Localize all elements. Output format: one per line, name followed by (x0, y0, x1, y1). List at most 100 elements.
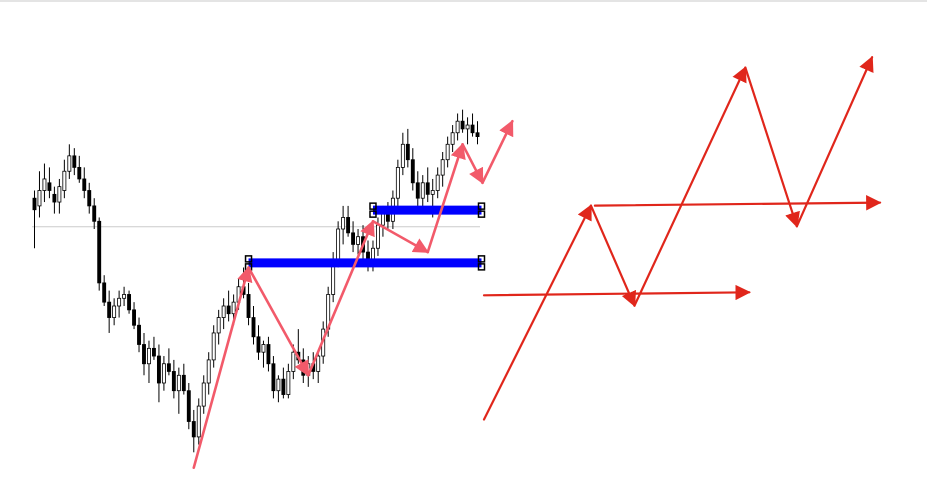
candle-body (276, 378, 281, 392)
price-zigzag-overlay (192, 119, 514, 470)
diagram-zigzag-arrow (589, 204, 637, 308)
candle-body (201, 382, 206, 407)
candle-body (246, 294, 251, 318)
candle-body (132, 309, 136, 326)
candle-body (425, 182, 430, 195)
candle-body (47, 182, 52, 191)
candle-body (405, 143, 410, 161)
candle-body (67, 155, 72, 172)
diagram-zigzag-arrow (795, 55, 874, 228)
candle-body (42, 178, 47, 191)
candle-body (380, 213, 385, 226)
diagram-horizontal-arrow (482, 284, 751, 301)
zigzag-segment (192, 265, 253, 470)
support-resistance-zones (244, 202, 486, 271)
candle-body (286, 371, 291, 395)
zigzag-segment (247, 266, 310, 377)
candle-body (127, 294, 132, 311)
candle-body (62, 170, 67, 191)
candle-body (256, 336, 261, 353)
candle-body (450, 132, 455, 145)
candle-body (385, 213, 390, 222)
zone-handle (244, 255, 253, 263)
candle-body (351, 232, 356, 245)
candle-body (430, 190, 435, 195)
zone-handle (477, 263, 486, 271)
candle-body (142, 344, 146, 365)
candle-body (395, 166, 400, 199)
candle-body (475, 132, 480, 137)
candle-body (77, 166, 82, 180)
candle-body (415, 182, 420, 199)
candle-body (376, 224, 380, 249)
candle-body (470, 124, 475, 134)
candle-body (266, 344, 271, 365)
zone-band (248, 258, 482, 268)
zone-handle (477, 255, 486, 263)
zone-handle (369, 210, 377, 218)
candle-body (87, 190, 92, 207)
candle-body (440, 159, 445, 176)
candle-body (181, 374, 186, 392)
zone-handle (477, 202, 486, 210)
candle-body (166, 363, 171, 372)
candle-body (465, 124, 470, 130)
candle-body (171, 371, 176, 392)
candle-body (196, 405, 201, 438)
candle-body (206, 359, 211, 384)
candle-body (271, 363, 276, 392)
candle-body (97, 220, 102, 284)
candle-body (161, 363, 166, 384)
candle-body (435, 174, 440, 191)
candle-body (231, 301, 236, 315)
candle-body (156, 355, 161, 384)
candle-body (261, 344, 266, 353)
zone-band (372, 205, 482, 215)
candle-body (356, 236, 360, 245)
candle-body (251, 317, 256, 338)
candle-body (291, 351, 296, 372)
candle-body (460, 120, 465, 130)
candle-body (72, 155, 77, 168)
candle-body (112, 305, 117, 318)
candle-body (336, 228, 341, 261)
candle-body (107, 301, 112, 318)
candle-body (117, 297, 122, 307)
candle-body (341, 217, 346, 230)
diagram-zigzag-arrow (482, 204, 593, 421)
candle-body (92, 205, 97, 222)
candle-body (102, 282, 107, 303)
candle-body (37, 190, 42, 207)
zigzag-segment (481, 119, 514, 185)
diagram-zigzag-arrow (633, 66, 747, 307)
zone-handle (477, 210, 486, 218)
candle-body (281, 378, 286, 395)
zigzag-segment (426, 142, 466, 254)
candle-body (420, 182, 425, 199)
candle-body (216, 317, 221, 334)
candle-body (226, 305, 231, 315)
candle-body (445, 143, 450, 161)
diagram-zigzag-arrow (744, 66, 800, 228)
candle-body (186, 390, 191, 422)
candle-body (137, 324, 141, 345)
candle-body (152, 347, 156, 357)
candle-body (122, 294, 127, 299)
candle-body (32, 197, 37, 211)
candle-body (57, 186, 62, 203)
trend-structure-diagram (482, 55, 882, 421)
zigzag-segment (306, 219, 375, 377)
candle-body (52, 193, 57, 203)
candle-body (410, 159, 415, 184)
diagram-horizontal-arrow (593, 195, 882, 211)
top-border (0, 0, 927, 2)
candle-body (221, 305, 226, 318)
candle-body (176, 374, 181, 392)
candle-body (211, 332, 216, 361)
candle-body (191, 421, 196, 438)
candle-body (316, 355, 321, 372)
zigzag-segment (371, 220, 430, 254)
zone-handle (369, 202, 377, 210)
candle-body (147, 347, 151, 365)
